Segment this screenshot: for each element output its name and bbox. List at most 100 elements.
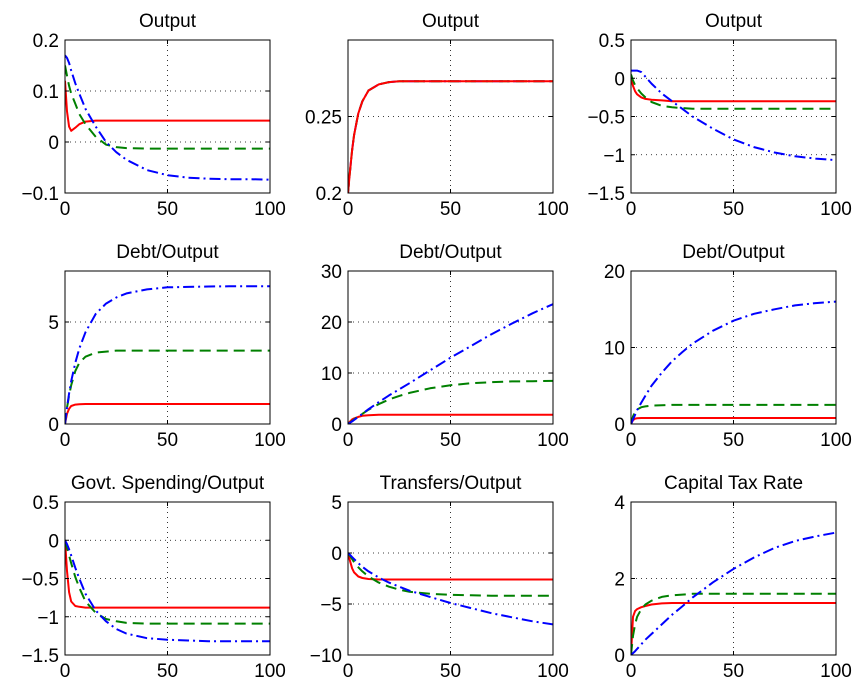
- subplot-4: 0 50 100 0 5 Debt/Output: [48, 242, 285, 451]
- subplot-title: Govt. Spending/Output: [71, 473, 265, 494]
- x-tick-label: 100: [537, 661, 569, 682]
- y-tick-label: 0: [48, 133, 59, 154]
- subplot-title: Debt/Output: [399, 242, 502, 263]
- y-tick-label: −0.5: [587, 108, 625, 129]
- y-tick-label: 0: [331, 415, 342, 436]
- subplot-6: 0 50 100 0 10 20 Debt/Output: [604, 242, 852, 451]
- x-tick-label: 0: [626, 430, 637, 451]
- subplot-8: 0 50 100 −10 −5 0 5 Transfers/Output: [310, 473, 569, 682]
- subplot-2: 0 50 100 0.2 0.25 Output: [305, 11, 569, 220]
- subplot-5: 0 50 100 0 10 20 30 Debt/Output: [321, 242, 569, 451]
- y-tick-label: 0.2: [33, 31, 59, 52]
- series-line-dashdot: [631, 531, 836, 655]
- y-tick-label: 30: [321, 262, 342, 283]
- series-line-dashdot: [348, 303, 553, 424]
- x-tick-label: 0: [60, 430, 71, 451]
- y-tick-label: 10: [321, 364, 342, 385]
- y-tick-label: −0.1: [21, 184, 59, 205]
- x-tick-label: 0: [60, 199, 71, 220]
- series-line-dashdot: [631, 69, 836, 162]
- y-tick-label: 5: [48, 313, 59, 334]
- y-tick-label: 0: [614, 646, 625, 667]
- series-line-dashed: [65, 65, 270, 150]
- y-tick-label: 0.1: [33, 82, 59, 103]
- series-line-solid: [348, 80, 553, 193]
- subplot-9: 0 50 100 0 2 4 Capital Tax Rate: [614, 473, 851, 682]
- x-tick-label: 50: [157, 199, 178, 220]
- y-tick-label: 20: [321, 313, 342, 334]
- y-tick-label: −1: [603, 146, 625, 167]
- series-line-dashdot: [65, 539, 270, 643]
- x-tick-label: 0: [343, 199, 354, 220]
- series-line-dashed: [631, 592, 836, 655]
- x-tick-label: 100: [820, 199, 852, 220]
- y-tick-label: −10: [310, 646, 342, 667]
- subplot-3: 0 50 100 −1.5 −1 −0.5 0 0.5 Output: [587, 11, 851, 220]
- series-line-solid: [631, 602, 836, 655]
- series-line-solid: [65, 403, 270, 424]
- y-tick-label: 5: [331, 493, 342, 514]
- subplot-title: Output: [705, 11, 763, 32]
- series-line-solid: [631, 78, 836, 103]
- y-tick-label: 0: [48, 415, 59, 436]
- x-tick-label: 100: [537, 430, 569, 451]
- x-tick-label: 50: [440, 430, 461, 451]
- series-line-dashdot: [65, 285, 270, 424]
- y-tick-label: 2: [614, 570, 625, 591]
- x-tick-label: 50: [723, 661, 744, 682]
- y-tick-label: 4: [614, 493, 625, 514]
- x-tick-label: 0: [626, 661, 637, 682]
- series-line-solid: [65, 540, 270, 609]
- series-line-dashdot: [65, 54, 270, 181]
- subplot-title: Debt/Output: [116, 242, 219, 263]
- series-line-solid: [65, 80, 270, 132]
- subplot-title: Output: [422, 11, 480, 32]
- series-line-solid: [631, 417, 836, 424]
- x-tick-label: 100: [254, 661, 286, 682]
- y-tick-label: 0: [614, 69, 625, 90]
- y-tick-label: 0: [614, 415, 625, 436]
- subplot-7: 0 50 100 −1.5 −1 −0.5 0 0.5 Govt. Spending/Outpu…: [21, 473, 285, 682]
- x-tick-label: 50: [723, 199, 744, 220]
- y-tick-label: 0.2: [316, 184, 342, 205]
- x-tick-label: 100: [254, 199, 286, 220]
- x-tick-label: 0: [343, 430, 354, 451]
- x-tick-label: 50: [440, 661, 461, 682]
- series-line-dashed: [631, 74, 836, 110]
- y-tick-label: 10: [604, 339, 625, 360]
- subplot-title: Debt/Output: [682, 242, 785, 263]
- subplot-title: Capital Tax Rate: [664, 473, 803, 494]
- y-tick-label: −1.5: [587, 184, 625, 205]
- subplot-title: Output: [139, 11, 197, 32]
- x-tick-label: 50: [157, 661, 178, 682]
- series-line-dashed: [631, 403, 836, 424]
- series-line-dashed: [65, 540, 270, 625]
- x-tick-label: 100: [254, 430, 286, 451]
- y-tick-label: 20: [604, 262, 625, 283]
- x-tick-label: 50: [723, 430, 744, 451]
- series-line-dashdot: [348, 552, 553, 626]
- x-tick-label: 100: [820, 430, 852, 451]
- y-tick-label: −0.5: [21, 570, 59, 591]
- x-tick-label: 50: [440, 199, 461, 220]
- y-tick-label: 0.25: [305, 108, 342, 129]
- series-line-solid: [348, 552, 553, 581]
- y-tick-label: 0: [48, 531, 59, 552]
- x-tick-label: 0: [60, 661, 71, 682]
- y-tick-label: −1: [37, 608, 59, 629]
- x-tick-label: 0: [626, 199, 637, 220]
- series-line-dashed: [348, 552, 553, 597]
- y-tick-label: 0.5: [33, 493, 59, 514]
- series-line-dashdot: [631, 300, 836, 424]
- x-tick-label: 100: [537, 199, 569, 220]
- y-tick-label: −1.5: [21, 646, 59, 667]
- x-tick-label: 0: [343, 661, 354, 682]
- x-tick-label: 50: [157, 430, 178, 451]
- x-tick-label: 100: [820, 661, 852, 682]
- y-tick-label: 0.5: [599, 31, 625, 52]
- subplot-title: Transfers/Output: [380, 473, 523, 494]
- y-tick-label: −5: [320, 595, 342, 616]
- y-tick-label: 0: [331, 544, 342, 565]
